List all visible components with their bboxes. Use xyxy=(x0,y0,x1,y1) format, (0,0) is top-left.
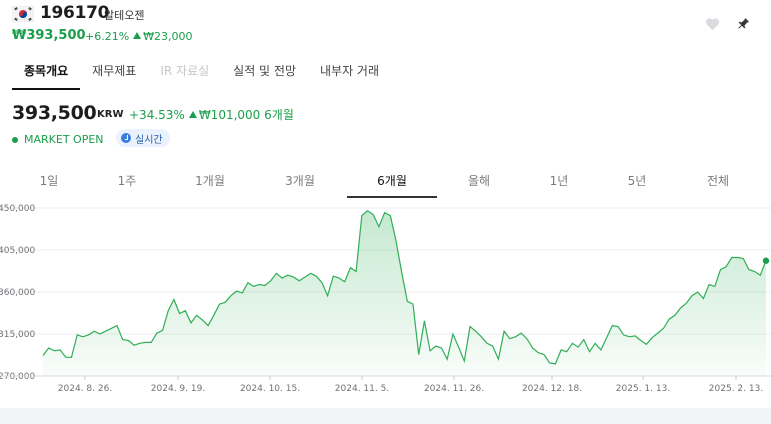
y-tick-label: 360,000 xyxy=(0,288,35,298)
period-ytd[interactable]: 올해 xyxy=(467,174,491,188)
active-period-underline xyxy=(347,196,437,198)
period-selector: 1일 1주 1개월 3개월 6개월 올해 1년 5년 전체 xyxy=(0,166,771,198)
price-line xyxy=(42,210,767,365)
clock-icon xyxy=(121,133,131,143)
x-tick-label: 2024. 10. 15. xyxy=(240,384,300,394)
up-triangle-icon xyxy=(133,32,142,39)
header-change: +6.21% ₩23,000 xyxy=(85,30,193,43)
tab-overview[interactable]: 종목개요 xyxy=(12,56,81,90)
period-label: 6개월 xyxy=(264,108,294,122)
tab-ir[interactable]: IR 자료실 xyxy=(160,64,210,78)
x-tick-label: 2024. 12. 18. xyxy=(522,384,582,394)
period-change-amount: ₩101,000 xyxy=(198,108,261,122)
x-tick-label: 2025. 1. 13. xyxy=(616,384,670,394)
period-6m[interactable]: 6개월 xyxy=(377,174,407,188)
company-name: 알테오젠 xyxy=(104,9,145,22)
period-all[interactable]: 전체 xyxy=(706,174,730,188)
period-3m[interactable]: 3개월 xyxy=(285,174,315,188)
y-tick-label: 315,000 xyxy=(0,330,35,340)
period-1m[interactable]: 1개월 xyxy=(195,174,225,188)
realtime-badge: 실시간 xyxy=(116,129,170,147)
x-tick-label: 2024. 11. 5. xyxy=(335,384,389,394)
period-1w[interactable]: 1주 xyxy=(117,174,137,188)
y-tick-label: 450,000 xyxy=(0,204,35,214)
period-change-pct: +34.53% xyxy=(129,108,185,122)
pin-button[interactable] xyxy=(733,14,753,34)
x-tick-label: 2024. 8. 26. xyxy=(58,384,112,394)
up-triangle-icon xyxy=(188,111,197,118)
ticker-symbol: 196170 xyxy=(40,3,110,23)
realtime-label: 실시간 xyxy=(135,134,163,146)
header-price: ₩393,500 xyxy=(12,28,86,43)
main-tabs: 종목개요 재무제표 IR 자료실 실적 및 전망 내부자 거래 xyxy=(12,56,391,90)
last-price-dot xyxy=(762,257,770,264)
market-status-label: MARKET OPEN xyxy=(24,133,104,146)
currency-label: KRW xyxy=(97,109,124,120)
korea-flag-icon xyxy=(12,6,34,22)
x-tick-label: 2025. 2. 13. xyxy=(709,384,763,394)
period-5y[interactable]: 5년 xyxy=(627,174,647,188)
current-price: 393,500 xyxy=(12,102,97,124)
x-tick-label: 2024. 11. 26. xyxy=(424,384,484,394)
period-1y[interactable]: 1년 xyxy=(549,174,569,188)
x-tick-label: 2024. 9. 19. xyxy=(151,384,205,394)
header-change-amount: ₩23,000 xyxy=(143,30,193,43)
price-chart[interactable]: 450,000 405,000 360,000 315,000 270,000 2024… xyxy=(0,198,771,408)
pin-icon xyxy=(738,18,749,29)
tab-financials[interactable]: 재무제표 xyxy=(92,64,137,78)
price-area xyxy=(43,210,766,376)
heart-icon xyxy=(705,18,719,31)
y-tick-label: 405,000 xyxy=(0,246,35,256)
period-1d[interactable]: 1일 xyxy=(39,174,59,188)
market-status: MARKET OPEN xyxy=(12,133,104,146)
favorite-button[interactable] xyxy=(702,14,722,34)
status-dot-icon xyxy=(12,136,18,143)
tab-insider[interactable]: 내부자 거래 xyxy=(320,64,380,78)
y-tick-label: 270,000 xyxy=(0,372,35,382)
period-change: +34.53% ₩101,000 6개월 xyxy=(129,106,294,123)
footer-bar xyxy=(0,408,771,424)
tab-earnings[interactable]: 실적 및 전망 xyxy=(233,64,296,78)
header-change-pct: +6.21% xyxy=(85,30,130,43)
